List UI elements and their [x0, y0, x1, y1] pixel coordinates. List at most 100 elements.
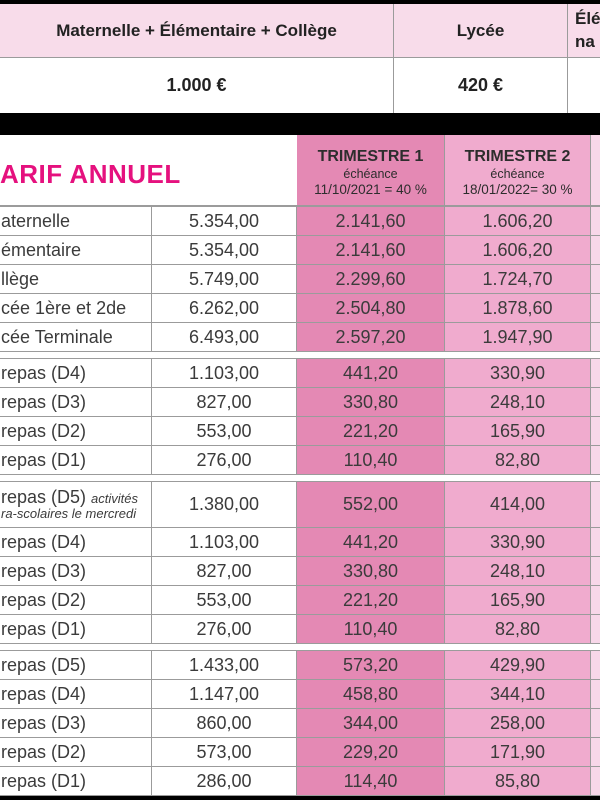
top-value-2: 420 €: [457, 75, 504, 95]
annual-amount-cell: 1.103,00: [152, 528, 297, 556]
trimestre3-sliver-cell: [591, 557, 600, 585]
table-row: repas (D2) 573,00 229,20 171,90: [0, 738, 600, 767]
trimestre1-amount-cell: 114,40: [297, 767, 445, 795]
trimestre2-amount-cell: 82,80: [445, 446, 591, 474]
trimestre1-amount-cell: 2.504,80: [297, 294, 445, 322]
table-row: repas (D5) activités ra-scolaires le merc…: [0, 482, 600, 528]
trimestre2-amount-cell: 429,90: [445, 651, 591, 679]
row-label-cell: repas (D2): [0, 417, 152, 445]
trimestre1-amount-cell: 2.299,60: [297, 265, 445, 293]
trimestre2-amount-cell: 258,00: [445, 709, 591, 737]
trimestre3-sliver-cell: [591, 709, 600, 737]
trimestre2-amount-cell: 248,10: [445, 557, 591, 585]
table-row: émentaire 5.354,00 2.141,60 1.606,20: [0, 236, 600, 265]
top-black-bar: [0, 0, 600, 4]
table-row: repas (D3) 827,00 330,80 248,10: [0, 388, 600, 417]
trimestre3-sliver-cell: [591, 738, 600, 766]
annual-amount-cell: 276,00: [152, 446, 297, 474]
trimestre2-title: TRIMESTRE 2: [464, 148, 571, 165]
trimestre3-sliver-cell: [591, 482, 600, 527]
trimestre3-sliver-cell: [591, 446, 600, 474]
annual-amount-cell: 1.103,00: [152, 359, 297, 387]
trimestre1-amount-cell: 330,80: [297, 388, 445, 416]
row-label-cell: repas (D2): [0, 738, 152, 766]
trimestre2-header: TRIMESTRE 2 échéance 18/01/2022= 30 %: [445, 135, 591, 205]
row-label-cell: repas (D4): [0, 359, 152, 387]
trimestre2-amount-cell: 1.878,60: [445, 294, 591, 322]
row-label-cell: cée Terminale: [0, 323, 152, 351]
trimestre2-amount-cell: 1.947,90: [445, 323, 591, 351]
trimestre3-sliver-cell: [591, 359, 600, 387]
top-value-1: 1.000 €: [166, 75, 227, 95]
table-row: aternelle 5.354,00 2.141,60 1.606,20: [0, 207, 600, 236]
table-row: repas (D3) 827,00 330,80 248,10: [0, 557, 600, 586]
trimestre1-amount-cell: 573,20: [297, 651, 445, 679]
trimestre1-due-date: 11/10/2021 = 40 %: [314, 182, 427, 197]
trimestre1-amount-cell: 110,40: [297, 615, 445, 643]
trimestre2-amount-cell: 171,90: [445, 738, 591, 766]
row-label-cell: émentaire: [0, 236, 152, 264]
trimestre2-amount-cell: 414,00: [445, 482, 591, 527]
trimestre3-sliver-cell: [591, 388, 600, 416]
annual-amount-cell: 5.354,00: [152, 236, 297, 264]
trimestre3-sliver-cell: [591, 651, 600, 679]
trimestre1-amount-cell: 221,20: [297, 586, 445, 614]
annual-amount-cell: 827,00: [152, 557, 297, 585]
annual-amount-cell: 860,00: [152, 709, 297, 737]
annual-amount-cell: 827,00: [152, 388, 297, 416]
trimestre1-amount-cell: 2.597,20: [297, 323, 445, 351]
table-row: repas (D4) 1.103,00 441,20 330,90: [0, 359, 600, 388]
trimestre2-amount-cell: 330,90: [445, 528, 591, 556]
row-label-cell: repas (D1): [0, 446, 152, 474]
middle-black-bar: [0, 113, 600, 135]
annual-amount-cell: 276,00: [152, 615, 297, 643]
table-row: repas (D2) 553,00 221,20 165,90: [0, 417, 600, 446]
top-header-row: Maternelle + Élémentaire + Collège Lycée…: [0, 4, 600, 58]
trimestre3-sliver-cell: [591, 207, 600, 235]
page-title: ARIF ANNUEL: [0, 158, 181, 189]
trimestre3-sliver-cell: [591, 528, 600, 556]
row-group-repas-group-2: repas (D5) activités ra-scolaires le merc…: [0, 481, 600, 644]
annual-amount-cell: 286,00: [152, 767, 297, 795]
trimestre3-sliver-cell: [591, 323, 600, 351]
top-header-label-2: Lycée: [456, 20, 505, 40]
row-label: repas (D5) activités: [1, 486, 138, 507]
trimestre1-amount-cell: 330,80: [297, 557, 445, 585]
main-table-header: ARIF ANNUEL TRIMESTRE 1 échéance 11/10/2…: [0, 135, 600, 206]
annual-amount-cell: 1.433,00: [152, 651, 297, 679]
top-header-maternelle-elementaire-college: Maternelle + Élémentaire + Collège: [0, 4, 394, 57]
row-label-cell: llège: [0, 265, 152, 293]
title-cell: ARIF ANNUEL: [0, 135, 297, 205]
annual-amount-cell: 1.147,00: [152, 680, 297, 708]
top-header-lycee: Lycée: [394, 4, 568, 57]
table-row: cée Terminale 6.493,00 2.597,20 1.947,90: [0, 323, 600, 352]
tariff-table-body: aternelle 5.354,00 2.141,60 1.606,20 émentai…: [0, 206, 600, 796]
trimestre3-sliver-cell: [591, 586, 600, 614]
table-row: repas (D5) 1.433,00 573,20 429,90: [0, 651, 600, 680]
trimestre2-amount-cell: 1.724,70: [445, 265, 591, 293]
trimestre1-amount-cell: 2.141,60: [297, 236, 445, 264]
top-header-clipped-cell: Élé na: [568, 4, 600, 57]
trimestre1-amount-cell: 458,80: [297, 680, 445, 708]
trimestre1-amount-cell: 229,20: [297, 738, 445, 766]
trimestre2-amount-cell: 1.606,20: [445, 207, 591, 235]
row-label-cell: repas (D4): [0, 528, 152, 556]
trimestre3-header-sliver: [591, 135, 600, 205]
trimestre1-header: TRIMESTRE 1 échéance 11/10/2021 = 40 %: [297, 135, 445, 205]
annual-amount-cell: 553,00: [152, 586, 297, 614]
trimestre1-amount-cell: 110,40: [297, 446, 445, 474]
group-separator: [0, 352, 600, 358]
trimestre2-subtitle: échéance: [490, 167, 545, 181]
row-label-cell: repas (D1): [0, 767, 152, 795]
annual-amount-cell: 5.354,00: [152, 207, 297, 235]
annual-amount-cell: 553,00: [152, 417, 297, 445]
trimestre1-amount-cell: 344,00: [297, 709, 445, 737]
trimestre1-amount-cell: 441,20: [297, 528, 445, 556]
trimestre2-amount-cell: 344,10: [445, 680, 591, 708]
top-header-clipped-line1: Élé: [575, 8, 600, 28]
table-row: cée 1ère et 2de 6.262,00 2.504,80 1.878,60: [0, 294, 600, 323]
table-row: repas (D2) 553,00 221,20 165,90: [0, 586, 600, 615]
row-group-scolarite: aternelle 5.354,00 2.141,60 1.606,20 émentai…: [0, 206, 600, 352]
top-header-label-1: Maternelle + Élémentaire + Collège: [56, 20, 337, 40]
row-label-cell: cée 1ère et 2de: [0, 294, 152, 322]
